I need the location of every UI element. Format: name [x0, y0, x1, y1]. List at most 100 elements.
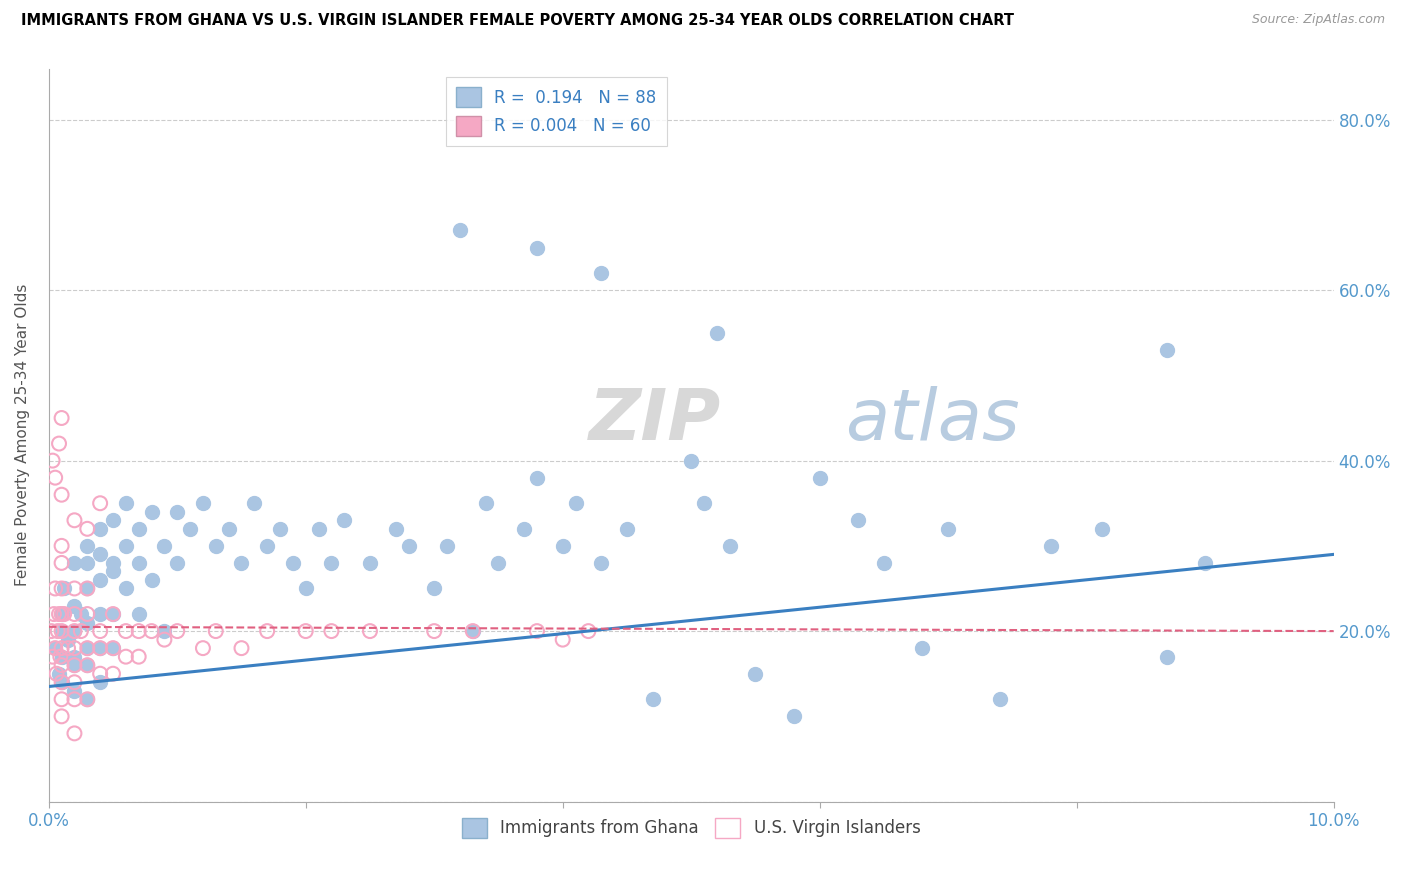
Point: [76, 556, 98, 570]
Point: [681, 453, 703, 467]
Point: [526, 624, 548, 639]
Point: [115, 539, 138, 553]
Point: [936, 522, 959, 536]
Point: [191, 641, 214, 656]
Point: [513, 522, 536, 536]
Point: [44, 582, 66, 596]
Point: [76, 607, 98, 621]
Point: [63, 556, 86, 570]
Point: [63, 683, 86, 698]
Point: [384, 522, 406, 536]
Point: [115, 582, 138, 596]
Point: [76, 641, 98, 656]
Point: [42, 607, 65, 621]
Point: [76, 522, 98, 536]
Point: [115, 496, 138, 510]
Point: [63, 582, 86, 596]
Point: [41, 624, 63, 639]
Point: [706, 326, 728, 340]
Point: [359, 624, 381, 639]
Point: [76, 582, 98, 596]
Point: [63, 658, 86, 673]
Point: [56, 641, 79, 656]
Point: [488, 556, 510, 570]
Point: [166, 505, 188, 519]
Point: [89, 496, 111, 510]
Point: [101, 513, 124, 527]
Point: [436, 539, 458, 553]
Point: [76, 582, 98, 596]
Point: [89, 641, 111, 656]
Point: [641, 692, 664, 706]
Point: [76, 539, 98, 553]
Point: [101, 607, 124, 621]
Point: [45, 666, 67, 681]
Point: [51, 582, 73, 596]
Point: [166, 556, 188, 570]
Point: [76, 692, 98, 706]
Point: [76, 692, 98, 706]
Point: [51, 709, 73, 723]
Point: [101, 641, 124, 656]
Point: [1194, 556, 1216, 570]
Point: [63, 624, 86, 639]
Point: [526, 240, 548, 254]
Point: [873, 556, 896, 570]
Point: [70, 607, 93, 621]
Point: [51, 539, 73, 553]
Point: [1039, 539, 1062, 553]
Point: [153, 624, 176, 639]
Point: [51, 658, 73, 673]
Point: [423, 582, 446, 596]
Point: [204, 624, 226, 639]
Point: [398, 539, 420, 553]
Point: [101, 666, 124, 681]
Text: atlas: atlas: [845, 386, 1019, 455]
Point: [141, 505, 163, 519]
Point: [551, 539, 574, 553]
Point: [204, 539, 226, 553]
Point: [63, 658, 86, 673]
Point: [89, 607, 111, 621]
Point: [89, 522, 111, 536]
Point: [321, 556, 343, 570]
Text: Source: ZipAtlas.com: Source: ZipAtlas.com: [1251, 13, 1385, 27]
Point: [128, 607, 150, 621]
Point: [63, 641, 86, 656]
Point: [89, 666, 111, 681]
Point: [63, 726, 86, 740]
Point: [1091, 522, 1114, 536]
Point: [51, 692, 73, 706]
Point: [76, 658, 98, 673]
Point: [101, 556, 124, 570]
Point: [141, 624, 163, 639]
Point: [333, 513, 356, 527]
Point: [53, 582, 76, 596]
Point: [115, 624, 138, 639]
Point: [101, 641, 124, 656]
Point: [243, 496, 266, 510]
Point: [76, 615, 98, 630]
Point: [89, 641, 111, 656]
Point: [153, 539, 176, 553]
Point: [48, 666, 70, 681]
Point: [53, 607, 76, 621]
Point: [294, 582, 316, 596]
Point: [461, 624, 484, 639]
Point: [321, 624, 343, 639]
Point: [911, 641, 934, 656]
Point: [128, 556, 150, 570]
Point: [551, 632, 574, 647]
Point: [191, 496, 214, 510]
Point: [1156, 649, 1178, 664]
Point: [256, 624, 278, 639]
Point: [526, 471, 548, 485]
Point: [76, 641, 98, 656]
Point: [70, 624, 93, 639]
Point: [41, 649, 63, 664]
Point: [89, 675, 111, 690]
Point: [63, 649, 86, 664]
Point: [461, 624, 484, 639]
Point: [179, 522, 201, 536]
Point: [51, 624, 73, 639]
